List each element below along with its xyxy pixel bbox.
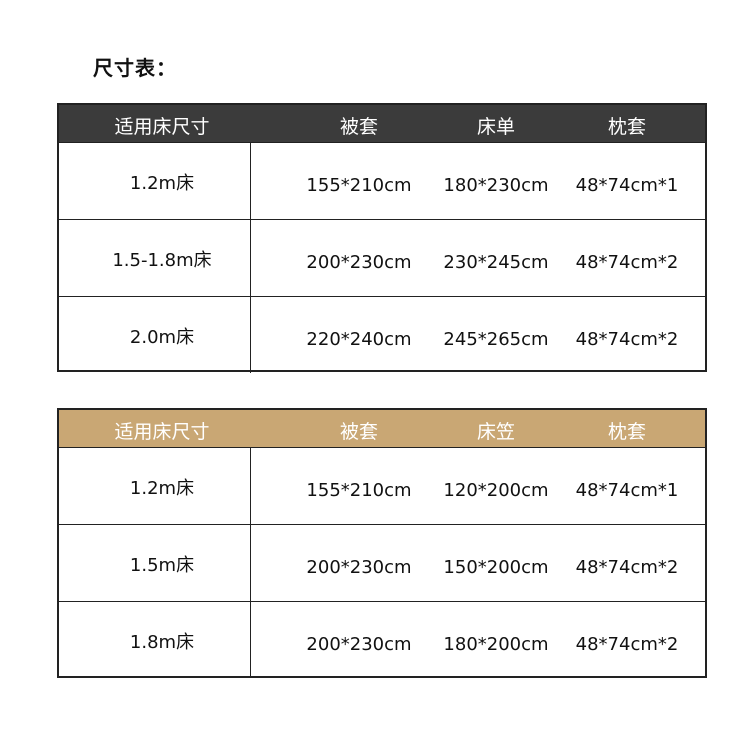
cell: 230*245cm <box>443 252 549 273</box>
cell: 1.8m床 <box>129 632 195 653</box>
cell: 155*210cm <box>306 175 412 196</box>
size-table-sheet: 适用床尺寸 被套 床单 枕套 1.2m床 155*210cm 180*230cm… <box>57 103 707 373</box>
cell: 180*200cm <box>443 634 549 655</box>
cell: 48*74cm*2 <box>575 329 679 350</box>
cell: 48*74cm*2 <box>575 634 679 655</box>
cell: 48*74cm*2 <box>575 557 679 578</box>
cell: 200*230cm <box>306 557 412 578</box>
cell: 180*230cm <box>443 175 549 196</box>
table-row: 1.2m床 155*210cm 120*200cm 48*74cm*1 <box>59 447 705 524</box>
table-row: 1.5-1.8m床 200*230cm 230*245cm 48*74cm*2 <box>59 219 705 296</box>
table-row: 1.8m床 200*230cm 180*200cm 48*74cm*2 <box>59 601 705 678</box>
header-duvet-cover: 被套 <box>339 421 379 443</box>
cell: 1.5m床 <box>129 555 195 576</box>
size-table-fitted-sheet: 适用床尺寸 被套 床笠 枕套 1.2m床 155*210cm 120*200cm… <box>57 408 707 678</box>
header-fitted-sheet: 床笠 <box>476 421 516 443</box>
page-title: 尺寸表： <box>93 56 177 80</box>
header-bed-size: 适用床尺寸 <box>114 421 210 443</box>
table-row: 1.2m床 155*210cm 180*230cm 48*74cm*1 <box>59 142 705 219</box>
table-header: 适用床尺寸 被套 床单 枕套 <box>59 105 705 142</box>
cell: 48*74cm*1 <box>575 480 679 501</box>
table-row: 1.5m床 200*230cm 150*200cm 48*74cm*2 <box>59 524 705 601</box>
cell: 200*230cm <box>306 634 412 655</box>
cell: 48*74cm*1 <box>575 175 679 196</box>
header-pillowcase: 枕套 <box>607 116 647 138</box>
cell: 200*230cm <box>306 252 412 273</box>
header-sheet: 床单 <box>476 116 516 138</box>
cell: 220*240cm <box>306 329 412 350</box>
header-duvet-cover: 被套 <box>339 116 379 138</box>
cell: 155*210cm <box>306 480 412 501</box>
header-bed-size: 适用床尺寸 <box>114 116 210 138</box>
cell: 2.0m床 <box>129 327 195 348</box>
table-header: 适用床尺寸 被套 床笠 枕套 <box>59 410 705 447</box>
cell: 48*74cm*2 <box>575 252 679 273</box>
cell: 1.5-1.8m床 <box>112 250 212 271</box>
cell: 1.2m床 <box>129 173 195 194</box>
header-pillowcase: 枕套 <box>607 421 647 443</box>
cell: 245*265cm <box>443 329 549 350</box>
cell: 120*200cm <box>443 480 549 501</box>
cell: 1.2m床 <box>129 478 195 499</box>
cell: 150*200cm <box>443 557 549 578</box>
table-row: 2.0m床 220*240cm 245*265cm 48*74cm*2 <box>59 296 705 373</box>
